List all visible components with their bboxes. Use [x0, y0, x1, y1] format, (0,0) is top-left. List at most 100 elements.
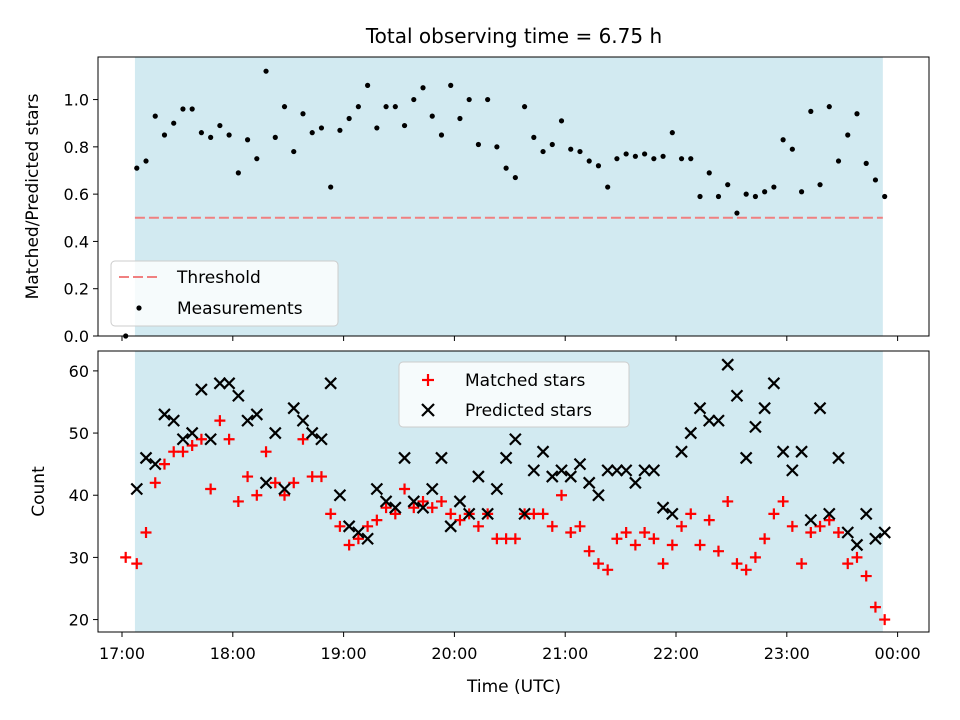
predicted-star-point — [195, 383, 208, 396]
predicted-star-point — [269, 426, 282, 440]
predicted-star-point — [869, 532, 882, 546]
predicted-star-point — [629, 476, 642, 490]
matched-star-point — [232, 495, 244, 507]
x-tick-label: 17:00 — [99, 644, 145, 663]
measurement-point — [180, 106, 186, 112]
legend-matched-label: Matched stars — [465, 371, 585, 391]
bottom-y-axis-label: Count — [29, 466, 49, 517]
predicted-star-point — [278, 482, 291, 496]
predicted-star-point — [592, 488, 605, 502]
matched-star-point — [205, 483, 217, 495]
predicted-star-point — [767, 377, 781, 390]
predicted-star-point — [453, 495, 467, 508]
predicted-star-point — [287, 401, 301, 415]
legend-predicted-label: Predicted stars — [465, 401, 592, 421]
predicted-star-point — [693, 401, 707, 415]
predicted-star-point — [435, 451, 448, 465]
predicted-star-point — [444, 520, 457, 533]
predicted-star-point — [647, 464, 661, 477]
matched-star-point — [768, 508, 780, 520]
predicted-star-point — [582, 476, 596, 490]
matched-star-point — [731, 558, 743, 570]
measurement-point — [632, 153, 638, 159]
predicted-star-point — [139, 451, 153, 465]
legend-threshold-label: Threshold — [176, 268, 261, 288]
measurement-point — [244, 137, 251, 143]
matched-star-point — [214, 415, 226, 427]
predicted-star-point — [721, 358, 734, 371]
legend-matched-swatch — [422, 374, 434, 386]
matched-star-point — [120, 551, 132, 563]
predicted-star-point — [472, 470, 485, 483]
measurement-point — [494, 144, 500, 150]
bottom-legend: Matched stars Predicted stars — [398, 361, 630, 428]
measurement-point — [715, 193, 722, 200]
measurement-point — [411, 96, 417, 103]
matched-star-point — [195, 433, 207, 445]
measurement-point — [771, 184, 777, 190]
matched-star-point — [786, 520, 798, 532]
matched-star-point — [629, 539, 641, 551]
matched-star-point — [269, 477, 281, 489]
measurement-point — [429, 113, 435, 119]
predicted-star-point — [481, 507, 494, 521]
matched-star-point — [325, 508, 337, 520]
matched-star-point — [131, 558, 143, 570]
measurement-point — [143, 158, 149, 164]
measurement-point — [743, 191, 749, 197]
predicted-star-point — [786, 464, 799, 477]
measurement-point — [318, 125, 325, 131]
measurement-point — [780, 137, 786, 143]
measurement-point — [706, 170, 712, 176]
measurement-point — [134, 165, 140, 171]
matched-star-point — [445, 508, 457, 520]
measurement-point — [863, 160, 869, 166]
matched-star-point — [879, 614, 891, 626]
measurement-point — [485, 96, 491, 103]
top-y-axis-label: Matched/Predicted stars — [23, 93, 43, 299]
measurement-point — [401, 122, 408, 129]
measurement-point — [678, 156, 685, 162]
top-x-axis — [121, 336, 899, 341]
predicted-star-point — [850, 538, 864, 552]
count-points — [120, 358, 891, 626]
measurement-point — [503, 165, 509, 171]
predicted-star-point — [841, 526, 855, 539]
matched-star-point — [343, 539, 355, 551]
matched-star-point — [537, 508, 549, 520]
measurement-point — [208, 134, 214, 140]
bottom-y-axis: 20 30 40 50 60 — [69, 362, 98, 630]
measurement-point — [328, 184, 334, 190]
measurement-point — [365, 82, 371, 88]
matched-star-point — [168, 446, 180, 458]
measurement-point — [669, 130, 675, 136]
predicted-star-point — [776, 445, 790, 458]
y-tick-label: 60 — [69, 362, 89, 381]
measurement-point — [346, 115, 352, 122]
predicted-star-point — [564, 470, 578, 483]
predicted-star-point — [462, 507, 476, 521]
predicted-star-point — [342, 520, 356, 533]
matched-star-point — [491, 533, 503, 545]
y-tick-label: 50 — [69, 424, 89, 443]
chart-title: Total observing time = 6.75 h — [365, 24, 662, 48]
top-y-axis: 0.0 0.2 0.4 0.6 0.8 1.0 — [64, 91, 98, 346]
measurement-point — [531, 134, 537, 140]
matched-star-point — [722, 495, 734, 507]
matched-star-point — [362, 520, 374, 532]
predicted-star-point — [813, 401, 827, 415]
measurement-point — [642, 151, 648, 157]
predicted-star-point — [823, 507, 836, 521]
y-tick-label: 0.6 — [64, 185, 89, 204]
matched-star-point — [602, 564, 614, 576]
matched-star-point — [472, 520, 484, 532]
matched-star-point — [158, 458, 170, 470]
matched-star-point — [435, 495, 447, 507]
top-panel: 0.0 0.2 0.4 0.6 0.8 1.0 Matched/Predicted sta… — [23, 56, 930, 346]
predicted-star-point — [167, 414, 180, 427]
bottom-x-axis: 17:00 18:00 19:00 20:00 21:00 22:00 23:00 00:00 — [99, 632, 921, 663]
predicted-star-point — [158, 408, 171, 421]
matched-star-point — [315, 471, 327, 483]
matched-star-point — [851, 551, 863, 563]
